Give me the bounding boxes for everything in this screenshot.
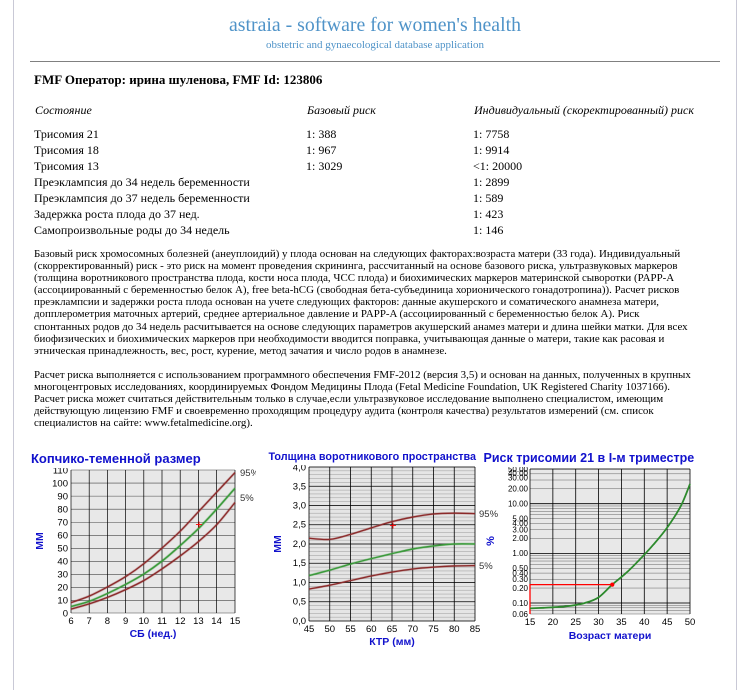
svg-text:55: 55 [345,624,356,635]
svg-text:1.00: 1.00 [512,550,528,559]
svg-text:85: 85 [469,624,480,635]
svg-text:100: 100 [52,479,68,490]
svg-text:+: + [389,518,396,533]
svg-text:45: 45 [303,624,314,635]
svg-text:ММ: ММ [272,535,284,553]
svg-text:7: 7 [87,616,92,627]
svg-text:50: 50 [684,617,695,628]
svg-text:+: + [195,517,202,532]
svg-text:0.30: 0.30 [512,576,528,585]
svg-text:0,5: 0,5 [292,597,305,608]
svg-text:2.00: 2.00 [512,535,528,544]
svg-text:35: 35 [616,617,627,628]
svg-text:14: 14 [211,616,222,627]
svg-text:8: 8 [105,616,110,627]
svg-text:11: 11 [157,616,167,627]
svg-text:КТР (мм): КТР (мм) [369,636,415,648]
svg-text:10: 10 [139,616,150,627]
svg-text:9: 9 [123,616,128,627]
svg-text:10.00: 10.00 [507,500,528,509]
svg-text:2,0: 2,0 [292,539,305,550]
svg-text:70: 70 [407,624,418,635]
svg-text:95%: 95% [240,468,256,479]
svg-text:2,5: 2,5 [292,520,305,531]
svg-text:13: 13 [193,616,204,627]
svg-text:0.10: 0.10 [512,599,528,608]
svg-text:80: 80 [448,624,459,635]
svg-text:50: 50 [57,544,68,555]
svg-text:90: 90 [57,492,68,503]
svg-text:20.00: 20.00 [507,485,528,494]
svg-text:4,0: 4,0 [292,465,305,474]
svg-text:10: 10 [57,596,68,607]
svg-text:15: 15 [524,617,535,628]
svg-text:25: 25 [570,617,581,628]
svg-text:15: 15 [230,616,241,627]
svg-text:0: 0 [63,609,68,620]
svg-text:1,5: 1,5 [292,558,305,569]
svg-text:75: 75 [428,624,439,635]
svg-text:3,0: 3,0 [292,501,305,512]
svg-text:40: 40 [57,557,68,568]
svg-text:3,5: 3,5 [292,482,305,493]
svg-text:50: 50 [324,624,335,635]
svg-text:5%: 5% [240,493,254,504]
svg-text:110: 110 [53,468,68,477]
svg-text:60: 60 [365,624,376,635]
svg-text:65: 65 [386,624,397,635]
svg-text:%: % [485,536,497,546]
svg-text:3.00: 3.00 [512,526,528,535]
svg-text:20: 20 [547,617,558,628]
svg-text:6: 6 [68,616,73,627]
svg-text:Возраст матери: Возраст матери [568,630,651,642]
svg-text:12: 12 [175,616,186,627]
svg-text:0.20: 0.20 [512,584,528,593]
svg-text:1,0: 1,0 [292,578,305,589]
svg-text:80: 80 [57,505,68,516]
svg-text:30: 30 [57,570,68,581]
svg-text:20: 20 [57,583,68,594]
svg-text:40: 40 [639,617,650,628]
svg-text:СБ (нед.): СБ (нед.) [130,628,177,640]
svg-text:70: 70 [57,518,68,529]
svg-text:30: 30 [593,617,604,628]
svg-text:ММ: ММ [34,532,46,550]
svg-text:45: 45 [661,617,672,628]
svg-text:30.00: 30.00 [507,474,528,483]
svg-text:60: 60 [57,531,68,542]
